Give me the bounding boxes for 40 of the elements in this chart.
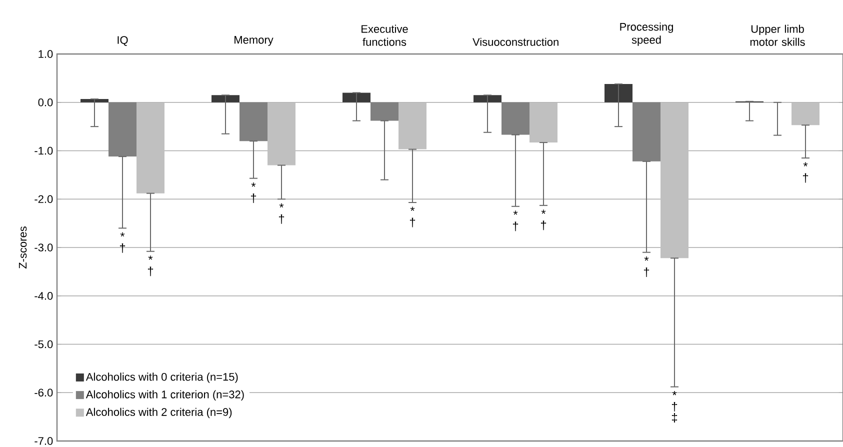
- annotation: †: [410, 218, 416, 228]
- x-tick-label: Executive functions: [362, 24, 408, 46]
- y-tick-label: 1.0: [38, 50, 53, 58]
- y-tick-label: -6.0: [34, 388, 53, 397]
- y-axis-title: Z-scores: [18, 226, 27, 269]
- y-tick-label: -7.0: [34, 437, 53, 445]
- annotation: †: [672, 402, 678, 412]
- legend-label: Alcoholics with 0 criteria (n=15): [86, 372, 238, 383]
- annotation: *: [541, 210, 546, 214]
- y-tick-label: -2.0: [34, 195, 53, 204]
- y-tick-label: -5.0: [34, 340, 53, 348]
- y-tick-label: -3.0: [34, 244, 53, 252]
- y-tick-label: 0.0: [38, 98, 53, 106]
- annotation: *: [644, 256, 649, 261]
- x-tick-label: Memory: [234, 36, 274, 46]
- y-tick-label: -1.0: [34, 146, 53, 155]
- legend-label: Alcoholics with 1 criterion (n=32): [86, 390, 244, 401]
- annotation: †: [148, 266, 154, 276]
- annotation: *: [251, 182, 256, 187]
- annotation: †: [250, 194, 256, 204]
- annotation: †: [278, 214, 284, 224]
- x-tick-label: Processing speed: [620, 22, 673, 46]
- annotation: *: [120, 232, 125, 237]
- annotation: *: [410, 206, 415, 211]
- annotation: *: [672, 391, 677, 396]
- annotation: ‡: [672, 413, 678, 423]
- annotation: †: [644, 268, 650, 278]
- annotation: *: [803, 162, 808, 166]
- annotation: *: [148, 256, 153, 260]
- x-tick-label: Visuoconstruction: [472, 38, 558, 46]
- legend-label: Alcoholics with 2 criteria (n=9): [86, 408, 232, 418]
- x-tick-label: IQ: [118, 36, 128, 46]
- annotation: †: [120, 243, 126, 253]
- x-tick-label: Upper limb motor skills: [750, 24, 805, 46]
- annotation: †: [540, 220, 546, 230]
- annotation: †: [512, 222, 518, 232]
- annotation: *: [279, 203, 284, 208]
- annotation: †: [802, 173, 808, 183]
- y-tick-label: -4.0: [34, 292, 53, 300]
- annotation: *: [513, 210, 518, 215]
